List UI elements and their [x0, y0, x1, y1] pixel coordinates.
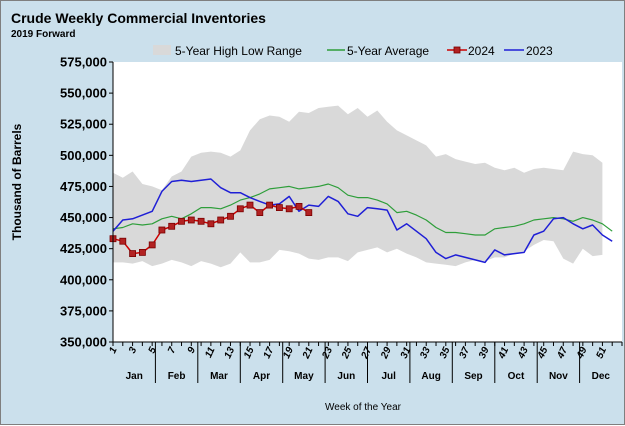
- point-2024-week-7: [168, 222, 176, 230]
- legend-label-range: 5-Year High Low Range: [175, 44, 302, 58]
- month-label: May: [294, 371, 314, 382]
- x-tick-label: 1: [107, 345, 120, 355]
- y-tick-label: 550,000: [60, 86, 107, 101]
- legend-label-2024: 2024: [468, 44, 495, 58]
- x-tick-label: 7: [166, 345, 179, 355]
- x-tick-label: 5: [147, 345, 160, 355]
- y-tick-label: 350,000: [60, 335, 107, 350]
- x-tick-label: 23: [320, 345, 335, 361]
- legend-marker-2024: [453, 46, 461, 54]
- y-tick-label: 525,000: [60, 117, 107, 132]
- x-tick-label: 27: [359, 345, 374, 361]
- point-2024-week-21: [305, 209, 313, 217]
- point-2024-week-13: [227, 212, 234, 220]
- point-2024-week-14: [236, 205, 244, 213]
- point-2024-week-19: [285, 205, 293, 213]
- month-label: Apr: [253, 371, 270, 382]
- range-band-layer: [113, 105, 603, 268]
- point-2024-week-15: [246, 201, 254, 209]
- y-axis-label: Thousand of Barrels: [10, 123, 24, 240]
- x-tick-label: 19: [281, 345, 296, 360]
- point-2024-week-16: [256, 209, 264, 217]
- y-tick-label: 500,000: [60, 148, 107, 163]
- month-label: Jan: [126, 371, 143, 382]
- x-tick-label: 13: [223, 345, 238, 360]
- y-tick-label: 425,000: [60, 241, 107, 256]
- x-tick-label: 43: [516, 345, 531, 361]
- legend-label-2023: 2023: [526, 44, 553, 58]
- month-label: Jun: [337, 371, 355, 382]
- point-2024-week-3: [129, 250, 137, 258]
- x-tick-label: 33: [418, 345, 433, 360]
- x-tick-label: 51: [594, 345, 609, 360]
- x-tick-label: 31: [399, 345, 414, 360]
- x-tick-label: 41: [496, 345, 511, 361]
- point-2024-week-18: [275, 204, 283, 212]
- point-2024-week-10: [197, 217, 205, 225]
- month-label: Jul: [381, 371, 396, 382]
- x-tick-label: 21: [300, 345, 315, 361]
- x-tick-label: 25: [340, 345, 355, 361]
- point-2024-week-8: [178, 217, 185, 225]
- chart-title: Crude Weekly Commercial Inventories: [11, 10, 266, 26]
- y-tick-label: 400,000: [60, 272, 107, 287]
- x-tick-label: 45: [535, 345, 550, 361]
- axis-layer: 575,000 550,000 525,000 500,000 475,000 450,0…: [60, 55, 623, 383]
- chart-subtitle: 2019 Forward: [11, 29, 75, 40]
- x-tick-label: 11: [203, 345, 218, 359]
- x-tick-label: 35: [438, 345, 453, 360]
- legend: 5-Year High Low Range 5-Year Average 202…: [153, 44, 553, 58]
- x-tick-label: 15: [242, 345, 257, 360]
- x-tick-label: 49: [574, 345, 589, 361]
- y-tick-label: 475,000: [60, 179, 107, 194]
- point-2024-week-9: [187, 216, 195, 224]
- point-2024-week-6: [158, 226, 166, 234]
- point-2024-week-17: [266, 201, 274, 209]
- x-tick-label: 17: [262, 345, 277, 360]
- month-label: Oct: [508, 371, 525, 382]
- point-2024-week-2: [119, 237, 127, 245]
- series-range-band: [113, 105, 603, 268]
- month-label: Aug: [421, 371, 440, 382]
- x-tick-label: 47: [555, 345, 570, 361]
- point-2024-week-4: [138, 248, 146, 256]
- series-line-2023: [112, 178, 613, 264]
- x-tick-label: 3: [127, 345, 140, 355]
- month-label: Feb: [168, 371, 186, 382]
- x-axis-label: Week of the Year: [325, 402, 402, 413]
- y-tick-label: 450,000: [60, 210, 107, 225]
- point-2024-week-11: [207, 220, 215, 228]
- month-label: Dec: [592, 371, 611, 382]
- x-tick-label: 39: [477, 345, 492, 360]
- month-label: Sep: [464, 371, 482, 382]
- series-line-5yr-average: [112, 183, 613, 236]
- x-tick-label: 37: [457, 345, 472, 360]
- point-2024-week-5: [148, 241, 156, 249]
- month-label: Nov: [549, 371, 568, 382]
- y-tick-label: 575,000: [60, 55, 107, 70]
- legend-swatch-range: [153, 45, 171, 55]
- point-2024-week-20: [295, 202, 303, 210]
- x-tick-label: 29: [379, 345, 394, 361]
- month-label: Mar: [210, 371, 228, 382]
- x-tick-label: 9: [186, 345, 199, 355]
- point-2024-week-12: [217, 216, 225, 224]
- y-tick-label: 375,000: [60, 303, 107, 318]
- legend-label-average: 5-Year Average: [347, 44, 429, 58]
